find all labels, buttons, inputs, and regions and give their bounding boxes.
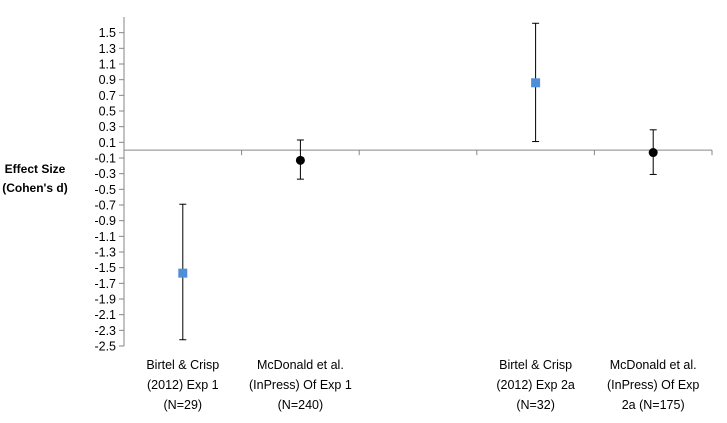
x-category-3-line-1: Birtel & Crisp [499, 358, 573, 372]
y-tick-label: -2.1 [94, 308, 116, 322]
x-category-1: Birtel & Crisp (2012) Exp 1 (N=29) [118, 355, 248, 415]
x-category-3: Birtel & Crisp (2012) Exp 2a (N=32) [471, 355, 601, 415]
x-category-4-line-1: McDonald et al. [609, 358, 697, 372]
x-category-1-line-1: Birtel & Crisp [146, 358, 220, 372]
y-axis-label-line-1: Effect Size [4, 162, 66, 176]
y-tick-label: 0.3 [99, 120, 116, 134]
data-point-square [178, 268, 188, 278]
y-tick-label: 1.1 [99, 58, 116, 72]
data-point-circle [648, 148, 658, 158]
y-tick-label: -0.5 [94, 183, 116, 197]
x-category-1-line-3: (N=29) [163, 398, 203, 412]
x-category-3-line-2: (2012) Exp 2a [496, 378, 575, 392]
x-category-4: McDonald et al. (InPress) Of Exp 2a (N=1… [588, 355, 718, 415]
y-tick-label: -1.3 [94, 246, 116, 260]
y-axis-label: Effect Size (Cohen's d) [2, 160, 68, 198]
x-category-1-line-2: (2012) Exp 1 [147, 378, 219, 392]
x-category-2: McDonald et al. (InPress) Of Exp 1 (N=24… [235, 355, 365, 415]
x-category-2-line-1: McDonald et al. [256, 358, 344, 372]
y-tick-label: -1.5 [94, 261, 116, 275]
y-tick-label: -1.9 [94, 293, 116, 307]
y-tick-label: 1.3 [99, 42, 116, 56]
y-tick-label: 0.9 [99, 73, 116, 87]
data-point-circle [295, 155, 305, 165]
data-points [178, 22, 658, 341]
y-axis-label-line-2: (Cohen's d) [2, 181, 68, 195]
y-tick-label: -0.1 [94, 152, 116, 166]
y-tick-label: -2.5 [94, 340, 116, 354]
x-category-4-line-3: 2a (N=175) [621, 398, 685, 412]
x-axis-ticks [123, 150, 713, 156]
y-tick-label: -2.3 [94, 324, 116, 338]
x-category-2-line-3: (N=240) [277, 398, 324, 412]
y-tick-label: 1.5 [99, 26, 116, 40]
y-tick-label: 0.5 [99, 105, 116, 119]
y-tick-label: -1.1 [94, 230, 116, 244]
y-tick-label: -0.7 [94, 199, 116, 213]
y-tick-label: -0.9 [94, 214, 116, 228]
y-axis-ticks: 1.5 1.3 1.10.9 0.7 0.50.3 0.1 -0.1-0.3 -0.5 -0.7… [94, 26, 124, 354]
x-category-4-line-2: (InPress) Of Exp [606, 378, 700, 392]
y-tick-label: 0.7 [99, 89, 116, 103]
x-category-2-line-2: (InPress) Of Exp 1 [248, 378, 352, 392]
y-tick-label: -0.3 [94, 167, 116, 181]
y-tick-label: -1.7 [94, 277, 116, 291]
y-tick-label: 0.1 [99, 136, 116, 150]
x-category-3-line-3: (N=32) [516, 398, 555, 412]
data-point-square [531, 78, 541, 88]
